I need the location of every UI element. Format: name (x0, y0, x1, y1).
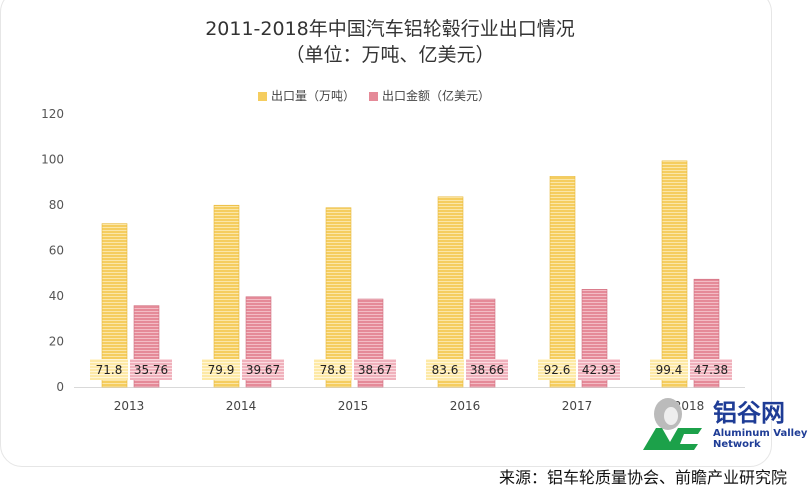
bar-volume (549, 176, 576, 388)
data-label: 99.4 (656, 363, 683, 377)
data-label-bg (314, 359, 352, 380)
bar-volume (437, 196, 464, 388)
logo-text: 铝谷网 (713, 399, 785, 427)
data-label-bg (466, 359, 508, 380)
data-label: 71.8 (96, 363, 123, 377)
source-note: 来源：铝车轮质量协会、前瞻产业研究院 (498, 468, 787, 487)
legend-label: 出口量（万吨） (271, 89, 356, 103)
data-label-bg (242, 359, 284, 380)
data-label: 38.67 (358, 363, 392, 377)
chart-card (0, 0, 772, 467)
data-label-bg (354, 359, 396, 380)
legend-item-value: 出口金额（亿美元） (369, 89, 490, 103)
x-tick-label: 2013 (114, 399, 145, 413)
y-tick-label: 20 (49, 335, 64, 349)
legend: 出口量（万吨） 出口金额（亿美元） (258, 89, 490, 103)
data-label: 42.93 (582, 363, 616, 377)
bar-volume (661, 160, 688, 388)
data-label: 38.66 (470, 363, 504, 377)
bar-volume (325, 207, 352, 388)
data-label-bg (578, 359, 620, 380)
legend-swatch-icon (258, 92, 267, 101)
y-tick-label: 120 (41, 107, 64, 121)
data-label-bg (130, 359, 172, 380)
data-label: 83.6 (432, 363, 459, 377)
data-label: 78.8 (320, 363, 347, 377)
data-label-bg (202, 359, 240, 380)
x-tick-label: 2014 (226, 399, 257, 413)
logo: 铝谷网 Aluminum Valley Network (640, 388, 808, 454)
data-label-bg (538, 359, 576, 380)
logo-subtext: Aluminum Valley Network (713, 428, 808, 450)
data-label: 47.38 (694, 363, 728, 377)
legend-label: 出口金额（亿美元） (382, 89, 491, 103)
y-tick-label: 0 (56, 380, 64, 394)
data-label: 39.67 (246, 363, 280, 377)
data-label-bg (690, 359, 732, 380)
y-tick-label: 40 (49, 289, 64, 303)
chart-subtitle: （单位：万吨、亿美元） (285, 44, 495, 66)
chart-title: 2011-2018年中国汽车铝轮毂行业出口情况 (205, 18, 575, 40)
logo-mark-icon (643, 398, 702, 450)
legend-item-volume: 出口量（万吨） (258, 89, 355, 103)
data-label-bg (90, 359, 128, 380)
x-tick-label: 2015 (338, 399, 369, 413)
y-tick-label: 80 (49, 198, 64, 212)
data-label: 79.9 (208, 363, 235, 377)
y-tick-label: 60 (49, 244, 64, 258)
y-tick-label: 100 (41, 153, 64, 167)
data-label: 35.76 (134, 363, 168, 377)
legend-swatch-icon (369, 92, 379, 101)
x-tick-label: 2016 (450, 399, 481, 413)
data-label-bg (426, 359, 464, 380)
data-label-bg (650, 359, 688, 380)
bar-volume (213, 204, 240, 388)
x-tick-label: 2017 (562, 399, 593, 413)
data-label: 92.6 (544, 363, 571, 377)
